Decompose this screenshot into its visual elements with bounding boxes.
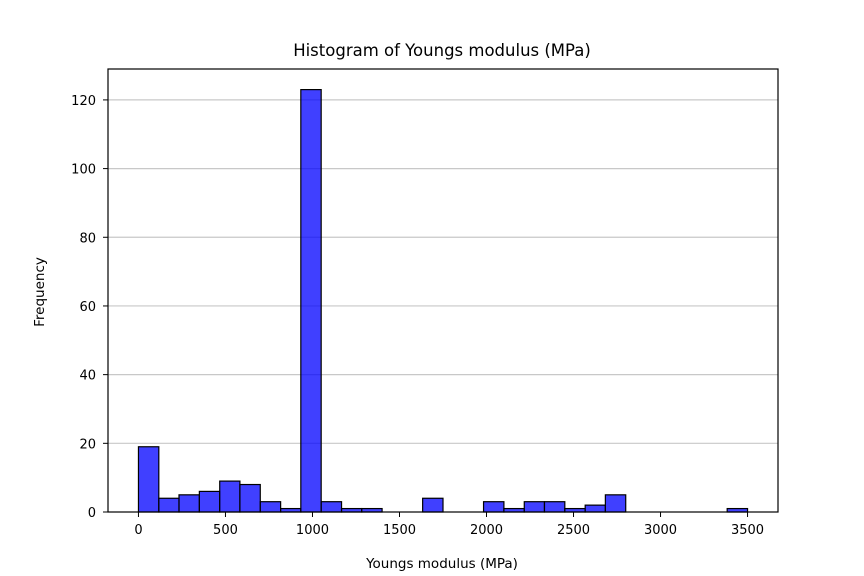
histogram-bar [523, 501, 546, 513]
x-tick-label: 3500 [731, 523, 764, 538]
histogram-bar [543, 501, 566, 513]
x-axis-ticks: 0 500 1000 1500 2000 2500 3000 3500 [134, 512, 764, 538]
y-tick-label: 40 [79, 369, 96, 384]
histogram-bar [482, 501, 505, 513]
histogram-bar [219, 480, 241, 513]
histogram-bars [137, 89, 749, 513]
histogram-bar [259, 501, 282, 513]
y-axis-label: Frequency [32, 257, 48, 327]
x-tick-label: 1000 [296, 523, 329, 538]
x-axis-label: Youngs modulus (MPa) [365, 556, 518, 572]
y-tick-label: 0 [88, 506, 96, 521]
histogram-bar [158, 497, 180, 513]
y-tick-label: 60 [79, 300, 96, 315]
y-tick-label: 100 [71, 163, 96, 178]
y-axis-ticks: 0 20 40 60 80 100 120 [71, 94, 108, 521]
x-tick-label: 500 [213, 523, 238, 538]
histogram-bar [422, 497, 444, 513]
y-tick-label: 120 [71, 94, 96, 109]
x-tick-label: 0 [134, 523, 142, 538]
histogram-bar [584, 504, 606, 513]
x-tick-label: 2000 [470, 523, 503, 538]
x-tick-label: 3000 [644, 523, 677, 538]
histogram-bar [320, 501, 343, 513]
plot-frame [107, 68, 779, 513]
x-tick-label: 2500 [557, 523, 590, 538]
y-tick-label: 20 [79, 437, 96, 452]
chart-title: Histogram of Youngs modulus (MPa) [293, 41, 591, 60]
histogram-bar [604, 494, 627, 513]
y-tick-label: 80 [79, 231, 96, 246]
x-tick-label: 1500 [383, 523, 416, 538]
histogram-bar [239, 483, 261, 513]
histogram-bar [137, 446, 160, 513]
histogram-bar [198, 490, 221, 513]
histogram-bar [178, 494, 200, 513]
histogram-bar [300, 89, 322, 513]
grid-lines [108, 99, 778, 444]
